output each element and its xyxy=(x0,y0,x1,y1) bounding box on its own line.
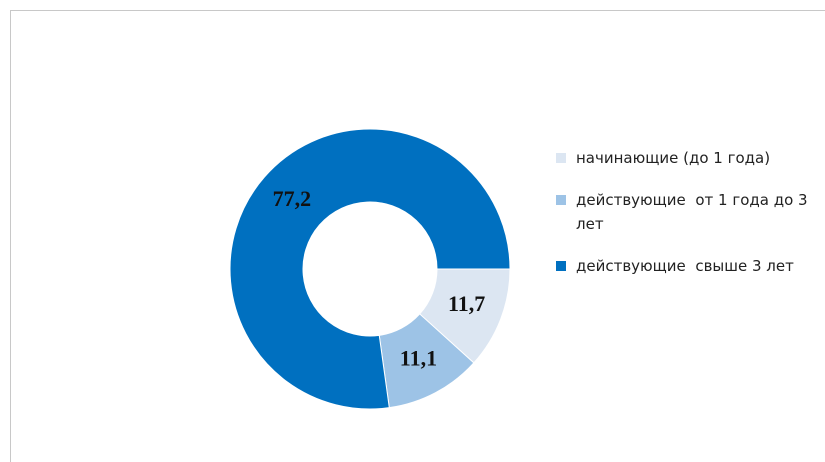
legend-item: действующие свыше 3 лет xyxy=(556,254,818,278)
chart-frame xyxy=(10,10,825,462)
legend-label: начинающие (до 1 года) xyxy=(576,149,771,167)
legend-swatch xyxy=(556,153,566,163)
data-label: 77,2 xyxy=(273,186,312,211)
legend-label: действующие свыше 3 лет xyxy=(576,257,794,275)
legend-swatch xyxy=(556,195,566,205)
legend-item: действующие от 1 года до 3 лет xyxy=(556,188,818,236)
legend-item: начинающие (до 1 года) xyxy=(556,146,818,170)
legend-swatch xyxy=(556,261,566,271)
donut-slice xyxy=(229,128,511,410)
legend: начинающие (до 1 года) действующие от 1 г… xyxy=(556,146,818,296)
data-label: 11,7 xyxy=(448,291,485,316)
data-label: 11,1 xyxy=(400,346,437,371)
legend-label: действующие от 1 года до 3 лет xyxy=(576,191,813,233)
